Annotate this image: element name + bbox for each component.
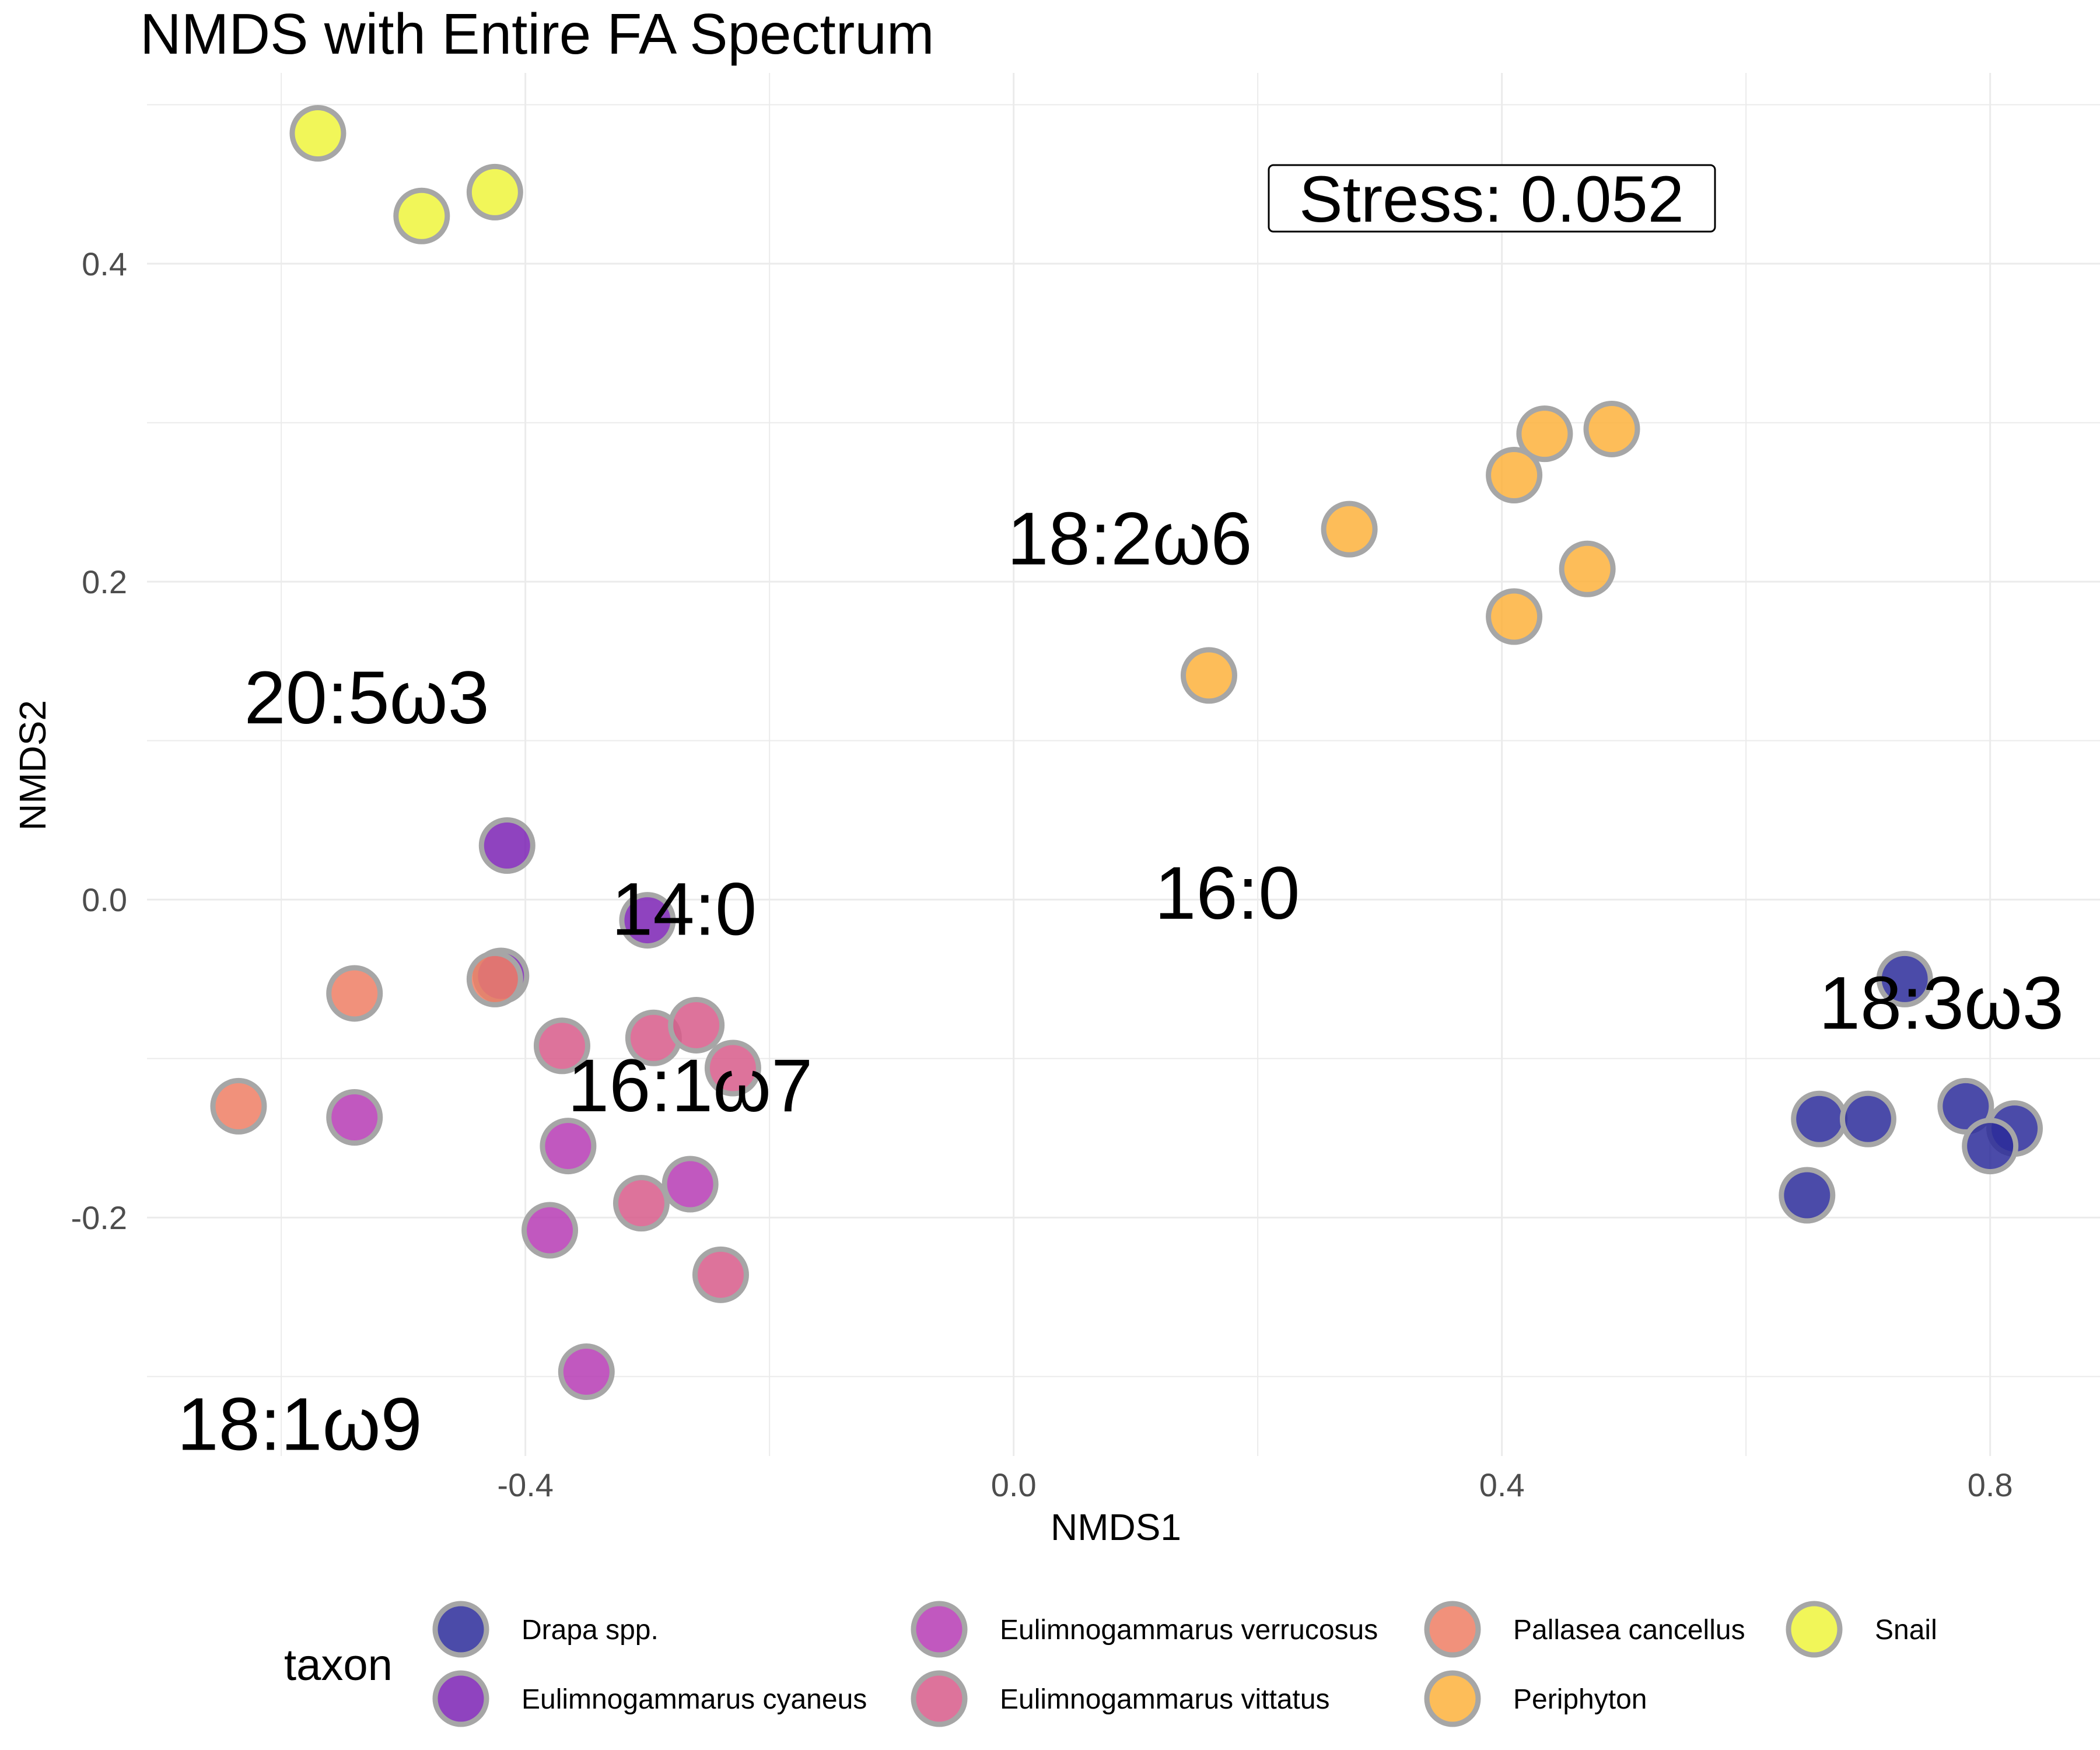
data-point (1583, 400, 1640, 457)
legend-items: Drapa spp. Eulimnogammarus cyaneus Eulimno… (432, 1601, 1937, 1727)
data-point (326, 1089, 383, 1146)
legend-label: Drapa spp. (522, 1615, 659, 1646)
data-point (692, 1246, 749, 1303)
legend-label: Pallasea cancellus (1513, 1615, 1745, 1646)
data-point (1791, 1090, 1848, 1147)
fa-label: 18:1ω9 (177, 1382, 422, 1466)
x-axis-ticks: -0.4 0.0 0.4 0.8 (497, 1466, 2013, 1503)
legend-key (1786, 1601, 1843, 1658)
data-point (612, 1175, 670, 1232)
data-point (210, 1077, 267, 1135)
legend-key (432, 1670, 489, 1727)
x-tick-label: 0.0 (991, 1466, 1037, 1503)
data-point (540, 1118, 597, 1175)
data-point (1516, 405, 1573, 463)
legend-label: Eulimnogammarus vittatus (1000, 1684, 1330, 1715)
data-point (1876, 950, 1933, 1007)
data-point (478, 817, 536, 874)
fa-label: 16:0 (1154, 852, 1300, 935)
stress-annotation-box (1268, 164, 1716, 233)
legend-key (1424, 1601, 1481, 1658)
data-point (668, 996, 725, 1054)
legend-key (911, 1670, 968, 1727)
data-point (1486, 446, 1543, 503)
fa-label: 18:2ω6 (1007, 498, 1252, 581)
legend-title: taxon (284, 1640, 393, 1690)
y-tick-label: 0.0 (82, 881, 127, 918)
data-point (1839, 1090, 1896, 1147)
data-point (1779, 1167, 1836, 1224)
data-point (326, 965, 383, 1022)
fatty-acid-labels: 18:2ω6 20:5ω3 14:0 16:0 18:3ω3 16:1ω7 18:1ω9 (177, 498, 2064, 1466)
stress-annotation: Stress: 0.052 (1268, 163, 1716, 236)
data-point (1321, 501, 1378, 558)
x-axis-title: NMDS1 (1051, 1506, 1181, 1548)
y-tick-label: 0.4 (82, 246, 127, 282)
x-tick-label: 0.8 (1968, 1466, 2013, 1503)
data-point (289, 105, 346, 162)
data-point (704, 1040, 761, 1097)
fa-label: 20:5ω3 (244, 656, 489, 740)
data-point (466, 163, 523, 220)
data-point (533, 1017, 590, 1074)
legend-label: Periphyton (1513, 1684, 1647, 1715)
data-point (558, 1343, 615, 1401)
data-points (210, 105, 2043, 1401)
data-point (1962, 1118, 2019, 1175)
legend-label: Snail (1875, 1615, 1937, 1646)
data-point (466, 950, 523, 1007)
data-point (522, 1202, 579, 1259)
y-axis-title: NMDS2 (12, 700, 54, 831)
legend-key (911, 1601, 968, 1658)
chart-title: NMDS with Entire FA Spectrum (140, 2, 935, 66)
data-point (1486, 588, 1543, 645)
data-point (393, 187, 450, 244)
fa-label: 16:1ω7 (568, 1044, 813, 1128)
stress-annotation-text: Stress: 0.052 (1299, 163, 1684, 236)
legend: taxon Drapa spp. Eulimnogammarus cyaneus E… (284, 1601, 1937, 1727)
y-tick-label: 0.2 (82, 564, 127, 600)
fa-label: 14:0 (611, 868, 757, 951)
data-point (662, 1156, 719, 1213)
y-tick-label: -0.2 (71, 1199, 128, 1236)
y-axis-ticks: -0.2 0.0 0.2 0.4 (71, 246, 128, 1236)
legend-key (432, 1601, 489, 1658)
legend-label: Eulimnogammarus verrucosus (1000, 1615, 1378, 1646)
data-point (1559, 540, 1616, 597)
fa-label: 18:3ω3 (1819, 961, 2064, 1045)
x-tick-label: -0.4 (497, 1466, 554, 1503)
data-point (1180, 647, 1237, 704)
legend-label: Eulimnogammarus cyaneus (522, 1684, 867, 1715)
plot-grid (147, 73, 2100, 1456)
x-tick-label: 0.4 (1479, 1466, 1525, 1503)
legend-key (1424, 1670, 1481, 1727)
data-point (619, 892, 676, 949)
